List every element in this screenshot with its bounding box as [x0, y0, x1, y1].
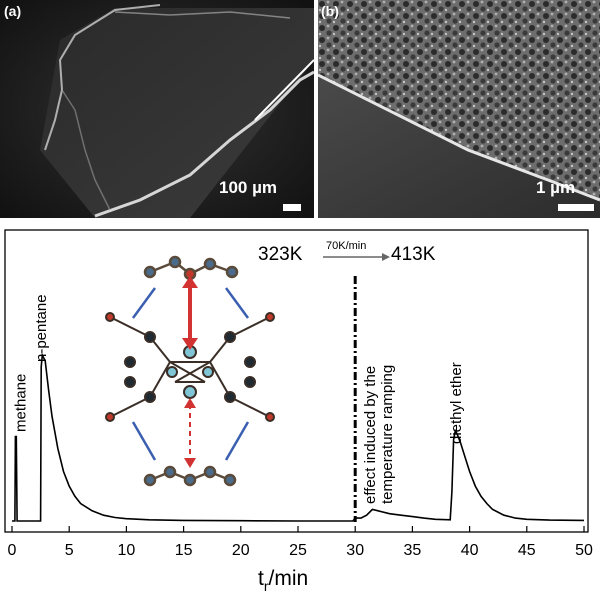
scale-bar-a [283, 204, 301, 211]
molecular-structure-inset [105, 255, 275, 487]
ramp-arrow-head [382, 253, 390, 261]
panel-a-label: (a) [4, 3, 22, 19]
annotation-line-2: temperature ramping [379, 365, 396, 504]
x-axis-title-unit: /min [269, 567, 309, 590]
x-tick-label: 20 [232, 542, 250, 559]
sem-image-a: (a) 100 µm [0, 0, 314, 218]
peak-label-diethyl-ether: diethyl ether [448, 362, 465, 444]
x-tick-label: 50 [575, 542, 593, 559]
peak-label-methane: methane [13, 374, 30, 432]
sem-image-b: (b) 1 µm [318, 0, 600, 218]
scale-bar-b-label: 1 µm [536, 178, 576, 197]
x-axis-tick-labels: 0 5 10 15 20 25 30 35 40 45 50 [8, 542, 593, 559]
panel-b-label: (b) [321, 3, 339, 19]
annotation-line-1: effect induced by the [362, 366, 379, 504]
x-tick-label: 40 [461, 542, 479, 559]
scale-bar-a-label: 100 µm [219, 178, 277, 197]
x-tick-label: 10 [118, 542, 136, 559]
chromatogram-chart: 0 5 10 15 20 25 30 35 40 45 50 methane n-pentane d… [4, 229, 593, 594]
x-tick-label: 45 [518, 542, 536, 559]
x-axis-title: tr/min [258, 567, 308, 594]
temperature-start-label: 323K [258, 244, 303, 265]
peak-label-n-pentane: n-pentane [33, 294, 50, 362]
x-axis-title-subscript: r [264, 578, 269, 594]
sem-image-a-drawing [0, 0, 314, 218]
ramp-rate-label: 70K/min [326, 240, 366, 252]
x-tick-label: 0 [8, 542, 17, 559]
framework-cage [105, 312, 275, 422]
x-tick-label: 25 [289, 542, 307, 559]
x-axis-title-t: t [258, 567, 264, 590]
temperature-end-label: 413K [391, 244, 436, 265]
interaction-arrows [131, 276, 250, 468]
diethyl-ether-molecule [143, 255, 239, 281]
capillary-body [40, 8, 314, 218]
x-tick-label: 15 [175, 542, 193, 559]
x-tick-label: 30 [346, 542, 364, 559]
plot-frame [4, 229, 589, 533]
x-tick-label: 5 [65, 542, 74, 559]
x-axis-ticks [11, 526, 585, 532]
n-pentane-molecule [143, 465, 237, 487]
scale-bar-b [558, 204, 594, 211]
chromatogram-trace [12, 352, 585, 522]
x-tick-label: 35 [404, 542, 422, 559]
sem-image-b-drawing [318, 0, 600, 218]
